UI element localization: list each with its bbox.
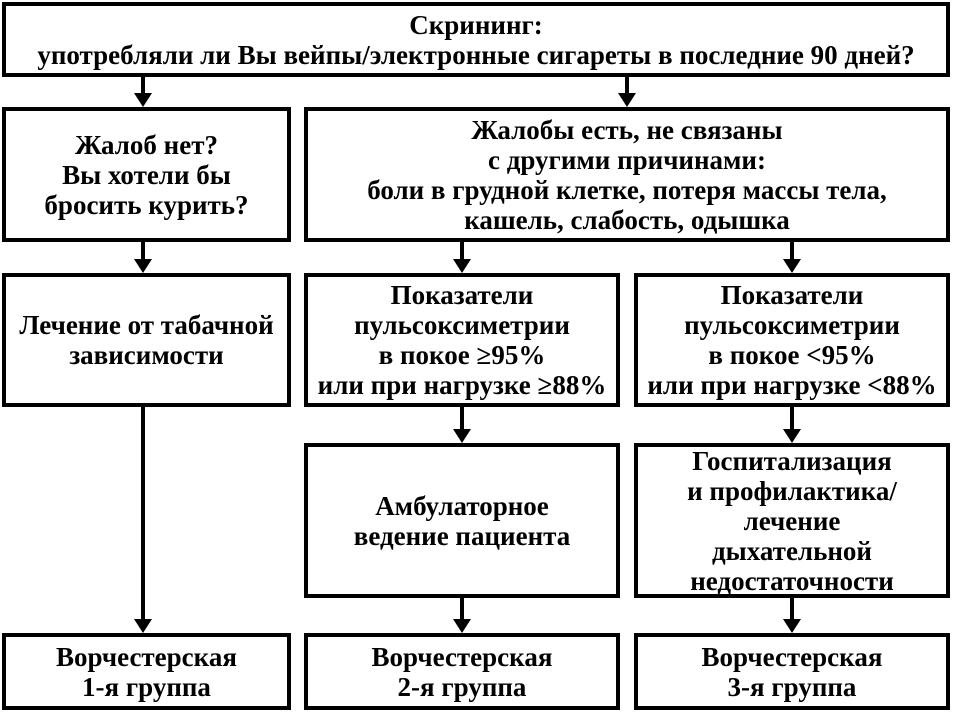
arrow-head-icon bbox=[453, 429, 471, 443]
node-tobacco-treatment: Лечение от табачной зависимости bbox=[2, 273, 291, 407]
node-pulse-ox-normal-label: Показатели пульсоксиметрии в покое ≥95% … bbox=[317, 280, 607, 400]
arrow-outpatient-to-group2-icon bbox=[453, 598, 471, 633]
node-screening-label: Скрининг: употребляли ли Вы вейпы/электр… bbox=[37, 9, 915, 70]
arrow-shaft bbox=[141, 77, 145, 97]
node-complaints-label: Жалобы есть, не связаны с другими причин… bbox=[367, 114, 887, 235]
node-tobacco-treatment-label: Лечение от табачной зависимости bbox=[19, 310, 274, 370]
arrow-treatment-to-group1-icon bbox=[134, 407, 152, 633]
node-pulse-ox-low-label: Показатели пульсоксиметрии в покое <95% … bbox=[647, 280, 937, 400]
arrow-head-icon bbox=[618, 93, 636, 107]
node-outpatient: Амбулаторное ведение пациента bbox=[304, 443, 620, 598]
arrow-shaft bbox=[141, 242, 145, 263]
arrow-pulse-ox-normal-to-outpatient-icon bbox=[453, 407, 471, 443]
node-no-complaints-label: Жалоб нет? Вы хотели бы бросить курить? bbox=[44, 129, 249, 220]
arrow-hospitalization-to-group3-icon bbox=[783, 598, 801, 633]
node-hospitalization-label: Госпитализация и профилактика/ лечение д… bbox=[687, 445, 897, 596]
node-group1-label: Ворчестерская 1-я группа bbox=[56, 641, 237, 702]
node-pulse-ox-normal: Показатели пульсоксиметрии в покое ≥95% … bbox=[304, 273, 620, 407]
arrow-shaft bbox=[790, 598, 794, 623]
node-group2-label: Ворчестерская 2-я группа bbox=[371, 641, 553, 702]
arrow-screening-to-complaints-icon bbox=[618, 77, 636, 107]
arrow-screening-to-no-complaints-icon bbox=[134, 77, 152, 107]
arrow-shaft bbox=[460, 407, 464, 433]
arrow-head-icon bbox=[783, 259, 801, 273]
node-group3: Ворчестерская 3-я группа bbox=[634, 633, 950, 710]
node-outpatient-label: Амбулаторное ведение пациента bbox=[353, 490, 571, 551]
arrow-head-icon bbox=[134, 619, 152, 633]
node-group2: Ворчестерская 2-я группа bbox=[304, 633, 620, 710]
arrow-shaft bbox=[625, 77, 629, 97]
node-pulse-ox-low: Показатели пульсоксиметрии в покое <95% … bbox=[634, 273, 950, 407]
node-group1: Ворчестерская 1-я группа bbox=[2, 633, 291, 710]
arrow-head-icon bbox=[783, 619, 801, 633]
node-no-complaints: Жалоб нет? Вы хотели бы бросить курить? bbox=[2, 107, 291, 242]
arrow-shaft bbox=[790, 242, 794, 263]
arrow-shaft bbox=[460, 598, 464, 623]
arrow-head-icon bbox=[453, 259, 471, 273]
arrow-head-icon bbox=[134, 93, 152, 107]
arrow-pulse-ox-low-to-hospitalization-icon bbox=[783, 407, 801, 443]
node-group3-label: Ворчестерская 3-я группа bbox=[701, 641, 883, 702]
node-complaints: Жалобы есть, не связаны с другими причин… bbox=[304, 107, 950, 242]
arrow-shaft bbox=[141, 407, 145, 623]
node-hospitalization: Госпитализация и профилактика/ лечение д… bbox=[634, 443, 950, 598]
node-screening: Скрининг: употребляли ли Вы вейпы/электр… bbox=[2, 2, 950, 77]
arrow-no-complaints-to-treatment-icon bbox=[134, 242, 152, 273]
arrow-complaints-to-pulse-ox-low-icon bbox=[783, 242, 801, 273]
arrow-shaft bbox=[460, 242, 464, 263]
arrow-shaft bbox=[790, 407, 794, 433]
arrow-head-icon bbox=[134, 259, 152, 273]
arrow-head-icon bbox=[783, 429, 801, 443]
arrow-head-icon bbox=[453, 619, 471, 633]
arrow-complaints-to-pulse-ox-normal-icon bbox=[453, 242, 471, 273]
